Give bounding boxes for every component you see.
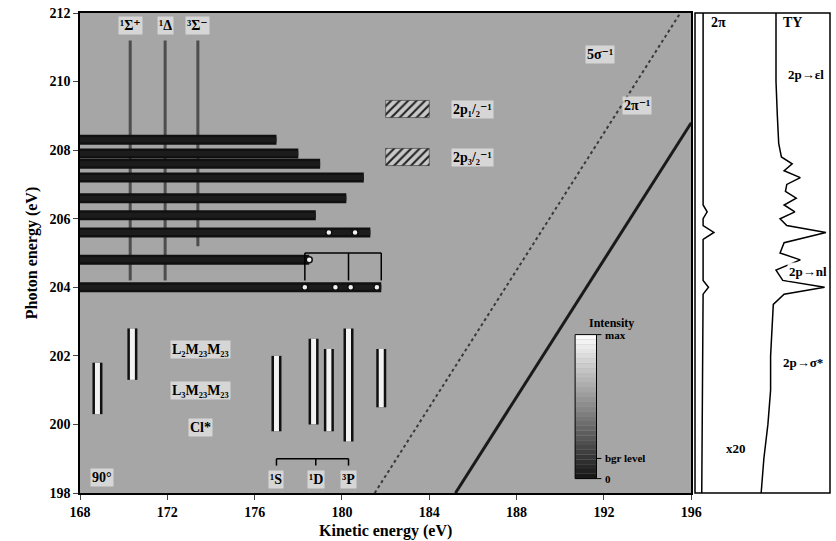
svg-text:2p₁/₂⁻¹: 2p₁/₂⁻¹ [453, 102, 492, 117]
svg-text:184: 184 [419, 505, 440, 520]
svg-text:2p₃/₂⁻¹: 2p₃/₂⁻¹ [453, 150, 492, 165]
svg-text:196: 196 [681, 505, 702, 520]
svg-text:2p→nl: 2p→nl [789, 264, 827, 279]
svg-text:¹Δ: ¹Δ [159, 18, 172, 33]
svg-text:168: 168 [70, 505, 91, 520]
svg-text:TY: TY [783, 15, 802, 30]
svg-text:0: 0 [605, 473, 611, 485]
svg-text:Kinetic energy (eV): Kinetic energy (eV) [319, 522, 452, 540]
svg-text:172: 172 [157, 505, 178, 520]
svg-text:5σ⁻¹: 5σ⁻¹ [587, 47, 613, 62]
svg-text:204: 204 [49, 280, 70, 295]
svg-text:³Σ⁻: ³Σ⁻ [187, 18, 208, 33]
svg-text:¹S: ¹S [270, 472, 282, 487]
svg-text:L₂M₂₃M₂₃: L₂M₂₃M₂₃ [172, 342, 229, 357]
svg-text:max: max [605, 329, 626, 341]
svg-text:Cl*: Cl* [190, 420, 211, 435]
svg-text:2π⁻¹: 2π⁻¹ [624, 98, 650, 113]
svg-text:180: 180 [331, 505, 352, 520]
svg-text:206: 206 [49, 212, 70, 227]
svg-text:200: 200 [49, 417, 70, 432]
svg-text:³P: ³P [342, 472, 355, 487]
svg-text:L₃M₂₃M₂₃: L₃M₂₃M₂₃ [172, 383, 229, 398]
svg-text:208: 208 [49, 143, 70, 158]
svg-text:176: 176 [244, 505, 265, 520]
svg-text:188: 188 [506, 505, 527, 520]
svg-text:2π: 2π [711, 15, 726, 30]
svg-text:bgr level: bgr level [605, 452, 645, 464]
svg-text:Intensity: Intensity [589, 316, 634, 330]
svg-text:¹Σ⁺: ¹Σ⁺ [120, 18, 141, 33]
svg-text:192: 192 [593, 505, 614, 520]
svg-text:2p→εl: 2p→εl [788, 67, 824, 82]
svg-text:Photon energy (eV): Photon energy (eV) [23, 187, 41, 319]
svg-text:¹D: ¹D [309, 472, 323, 487]
svg-text:202: 202 [49, 349, 70, 364]
svg-text:x20: x20 [726, 441, 746, 456]
svg-text:90°: 90° [92, 470, 112, 485]
svg-text:2p→σ*: 2p→σ* [783, 355, 823, 370]
svg-text:210: 210 [49, 74, 70, 89]
svg-text:212: 212 [49, 6, 70, 21]
svg-text:198: 198 [49, 486, 70, 501]
